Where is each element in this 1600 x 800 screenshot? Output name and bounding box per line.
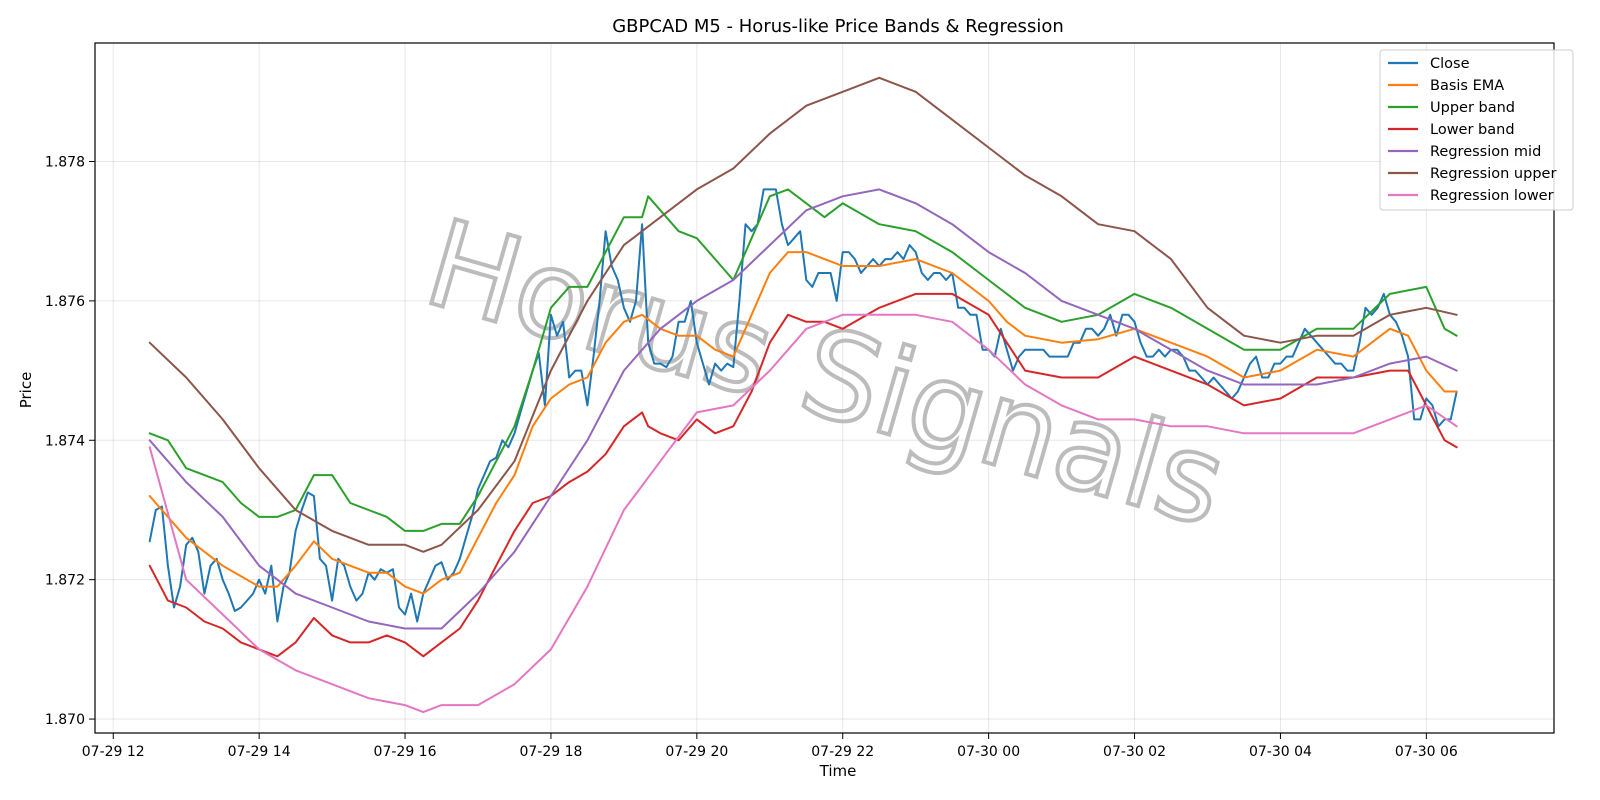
y-tick-label: 1.872 xyxy=(45,573,85,589)
x-axis-label: Time xyxy=(819,762,857,780)
x-axis: 07-29 12 07-29 14 07-29 16 07-29 18 07-29 20… xyxy=(82,733,1458,760)
x-tick-label: 07-29 22 xyxy=(811,744,874,760)
legend-label-basis-ema: Basis EMA xyxy=(1430,78,1504,94)
x-tick-label: 07-29 16 xyxy=(374,744,437,760)
x-tick-label: 07-29 20 xyxy=(665,744,728,760)
watermark: Horus Signals xyxy=(412,194,1239,554)
legend-label-regression-lower: Regression lower xyxy=(1430,188,1554,204)
grid-lines xyxy=(95,43,1554,733)
legend-label-regression-mid: Regression mid xyxy=(1430,144,1541,160)
x-tick-label: 07-29 18 xyxy=(519,744,582,760)
legend-label-upper-band: Upper band xyxy=(1430,100,1515,116)
y-tick-label: 1.878 xyxy=(45,154,85,170)
series-line-close xyxy=(148,188,1458,623)
x-tick-label: 07-29 12 xyxy=(82,744,145,760)
series-line-basis-ema xyxy=(148,251,1458,595)
y-tick-label: 1.876 xyxy=(45,294,85,310)
legend-label-close: Close xyxy=(1430,56,1470,72)
series-line-regression-upper xyxy=(148,76,1458,553)
legend-box xyxy=(1379,49,1574,211)
legend: Close Basis EMA Upper band Lower band Regres… xyxy=(1379,49,1574,211)
y-tick-label: 1.874 xyxy=(45,433,85,449)
legend-label-regression-upper: Regression upper xyxy=(1430,166,1556,182)
series-line-regression-mid xyxy=(148,188,1458,630)
series-layer xyxy=(148,76,1458,714)
y-axis: 1.870 1.872 1.874 1.876 1.878 xyxy=(45,154,95,728)
x-tick-label: 07-29 14 xyxy=(228,744,291,760)
y-tick-label: 1.870 xyxy=(45,712,85,728)
series-line-regression-lower xyxy=(148,313,1458,714)
series-line-upper-band xyxy=(148,188,1458,532)
legend-label-lower-band: Lower band xyxy=(1430,122,1515,138)
chart-title: GBPCAD M5 - Horus-like Price Bands & Reg… xyxy=(612,16,1064,37)
plot-frame xyxy=(94,42,1555,734)
x-tick-label: 07-30 00 xyxy=(957,744,1020,760)
x-tick-label: 07-30 02 xyxy=(1103,744,1166,760)
x-tick-label: 07-30 06 xyxy=(1395,744,1458,760)
y-axis-label: Price xyxy=(17,372,35,409)
x-tick-label: 07-30 04 xyxy=(1249,744,1312,760)
series-line-lower-band xyxy=(148,292,1458,658)
